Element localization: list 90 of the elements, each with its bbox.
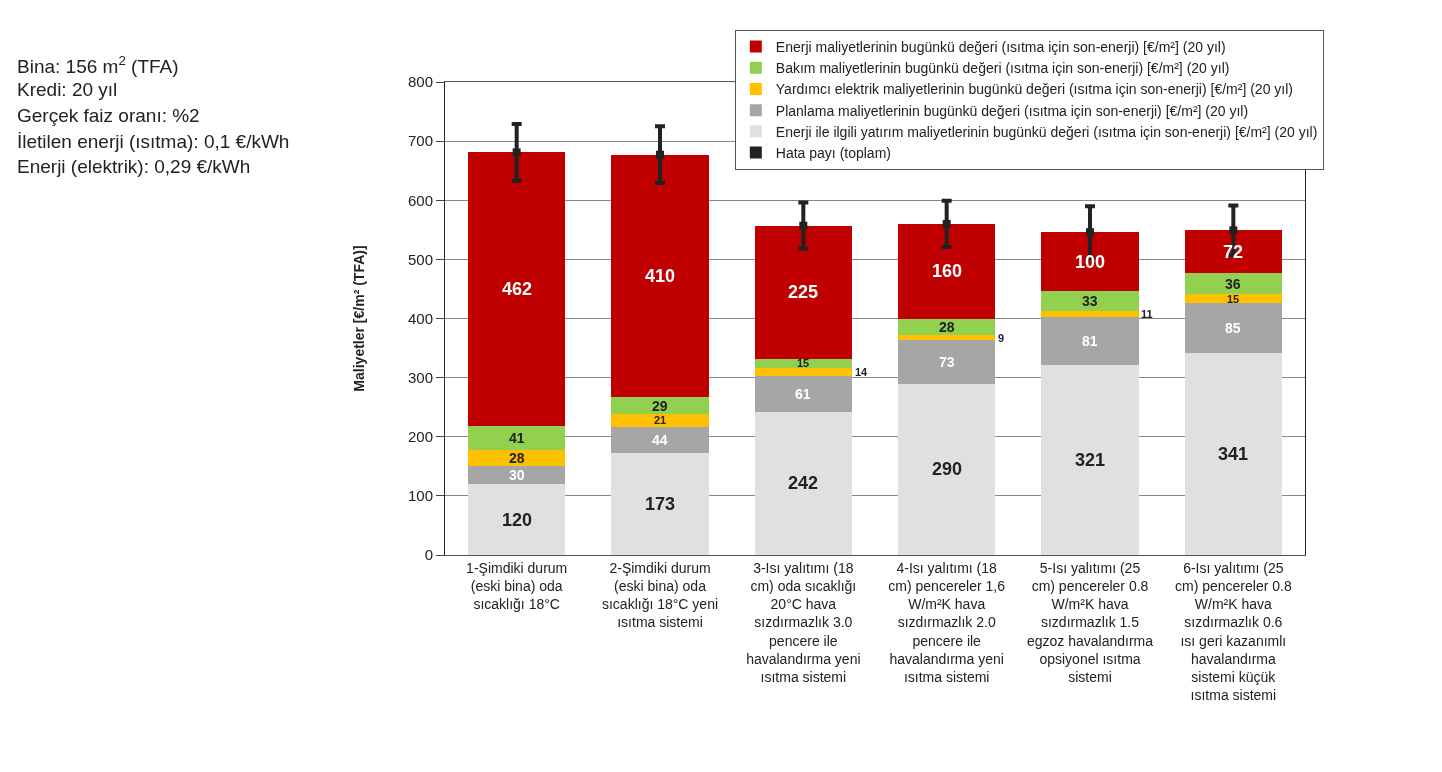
data-label: 15 bbox=[1227, 293, 1240, 305]
x-tick-label: 4-Isı yalıtımı (18 cm) pencereler 1,6 W/m²K hava sızdırmazlık 2.0 pencere ile havalandırma yeni ısıtma sistemi bbox=[888, 559, 1006, 685]
x-tick-label: 6-Isı yalıtımı (25 cm) pencereler 0.8 W/m²K hava sızdırmazlık 0.6 ısı geri kazanımlı havalandırma sistemi küçük ısıtma sistemi bbox=[1174, 559, 1292, 704]
data-label: 33 bbox=[1082, 293, 1098, 309]
data-label: 28 bbox=[939, 319, 955, 335]
point bbox=[942, 219, 951, 228]
y-axis-title: Maliyetler [€/m² (TFA)] bbox=[350, 245, 367, 392]
bar bbox=[897, 223, 996, 319]
data-label: 28 bbox=[509, 450, 525, 466]
legend-label: Bakım maliyetlerinin bugünkü değeri (ısıtma için son-enerji) [€/m²] (20 yıl) bbox=[775, 60, 1230, 77]
bar bbox=[754, 411, 853, 555]
bar bbox=[467, 484, 566, 555]
x-tick-label: 1-Şimdiki durum (eski bina) oda sıcaklığı 18°C bbox=[466, 559, 568, 613]
bar bbox=[1041, 232, 1139, 292]
legend-label: Hata payı (toplam) bbox=[775, 145, 891, 162]
bar bbox=[467, 425, 566, 450]
x-tick-label: 3-Isı yalıtımı (18 cm) oda sıcaklığı 20°C hava sızdırmazlık 3.0 pencere ile havalandırma yeni ısıtma sistemi bbox=[746, 559, 861, 685]
bar bbox=[1041, 291, 1139, 311]
data-label: 85 bbox=[1225, 320, 1241, 336]
bar bbox=[1184, 353, 1283, 555]
data-label: 73 bbox=[939, 354, 955, 370]
data-label: 30 bbox=[509, 467, 525, 483]
legend-label: Yardımcı elektrik maliyetlerinin bugünkü değeri (ısıtma için son-enerji) [€/m²] (20 yıl) bbox=[775, 81, 1293, 98]
data-label: 11 bbox=[1141, 308, 1153, 320]
bar bbox=[1184, 272, 1283, 295]
y-tick-label: 0 bbox=[424, 546, 433, 564]
text: Bina: 156 m$^{2}$ (TFA) bbox=[17, 53, 179, 77]
bar bbox=[1184, 230, 1283, 273]
legend-label: Enerji ile ilgili yatırım maliyetlerinin bugünkü değeri (ısıtma için son-enerji) [€/m²] (20 yıl) bbox=[775, 123, 1318, 140]
bar bbox=[467, 466, 566, 485]
data-label: 173 bbox=[645, 494, 676, 514]
y-tick-label: 400 bbox=[407, 309, 433, 327]
data-label: 15 bbox=[797, 357, 810, 369]
text: Gerçek faiz oranı: %2 bbox=[17, 105, 200, 126]
x-tick-label: 5-Isı yalıtımı (25 cm) pencereler 0.8 W/m²K hava sızdırmazlık 1.5 egzoz havalandırma opsiyonel ısıtma sistemi bbox=[1026, 559, 1154, 685]
y-tick-label: 200 bbox=[407, 428, 433, 445]
y-tick-label: 300 bbox=[407, 368, 433, 386]
data-label: 100 bbox=[1075, 252, 1106, 272]
data-label: 290 bbox=[932, 459, 963, 479]
bar bbox=[754, 358, 853, 368]
bar bbox=[897, 383, 996, 555]
data-label: 160 bbox=[932, 261, 963, 281]
bar bbox=[1041, 310, 1139, 318]
bar bbox=[1041, 365, 1139, 555]
data-label: 410 bbox=[645, 266, 676, 286]
data-label: 61 bbox=[795, 386, 811, 402]
bar bbox=[754, 375, 853, 412]
y-tick-label: 100 bbox=[407, 487, 433, 505]
legend-label: Enerji maliyetlerinin bugünkü değeri (ısıtma için son-enerji) [€/m²] (20 yıl) bbox=[775, 39, 1226, 56]
bar bbox=[1184, 303, 1283, 354]
point bbox=[512, 148, 521, 157]
y-tick-label: 800 bbox=[407, 73, 433, 91]
data-label: 120 bbox=[502, 510, 533, 530]
bar bbox=[611, 397, 709, 415]
x-tick-label: 2-Şimdiki durum (eski bina) oda sıcaklığı 18°C yeni ısıtma sistemi bbox=[601, 559, 719, 631]
data-label: 242 bbox=[788, 473, 819, 493]
text: İletilen enerji (ısıtma): 0,1 €/kWh bbox=[17, 131, 290, 152]
bar bbox=[897, 335, 996, 341]
data-label: 41 bbox=[509, 430, 525, 446]
point bbox=[1229, 226, 1238, 235]
data-label: 29 bbox=[652, 398, 668, 414]
data-label: 36 bbox=[1225, 276, 1241, 292]
data-label: 14 bbox=[855, 366, 869, 378]
data-label: 9 bbox=[998, 332, 1005, 344]
y-tick-label: 600 bbox=[407, 191, 433, 209]
y-tick-label: 700 bbox=[407, 132, 433, 150]
point bbox=[1086, 228, 1094, 237]
data-label: 81 bbox=[1082, 333, 1098, 349]
text: Kredi: 20 yıl bbox=[17, 79, 118, 100]
bar bbox=[611, 426, 709, 453]
bar bbox=[897, 340, 996, 384]
bar bbox=[611, 414, 709, 427]
data-label: 21 bbox=[654, 414, 667, 426]
bar bbox=[467, 152, 566, 426]
bar bbox=[754, 367, 853, 376]
bar bbox=[611, 154, 709, 398]
data-label: 462 bbox=[502, 279, 533, 299]
bar bbox=[754, 225, 853, 359]
point bbox=[799, 221, 808, 230]
point bbox=[656, 150, 664, 159]
legend-label: Planlama maliyetlerinin bugünkü değeri (ısıtma için son-enerji) [€/m²] (20 yıl) bbox=[775, 102, 1249, 119]
data-label: 225 bbox=[788, 282, 819, 302]
bar bbox=[611, 452, 709, 555]
text: Enerji (elektrik): 0,29 €/kWh bbox=[17, 156, 251, 177]
data-label: 44 bbox=[652, 432, 668, 448]
y-tick-label: 500 bbox=[407, 250, 433, 268]
bar bbox=[1184, 294, 1283, 304]
data-label: 321 bbox=[1075, 450, 1106, 470]
data-label: 341 bbox=[1218, 444, 1249, 464]
bar bbox=[1041, 317, 1139, 366]
